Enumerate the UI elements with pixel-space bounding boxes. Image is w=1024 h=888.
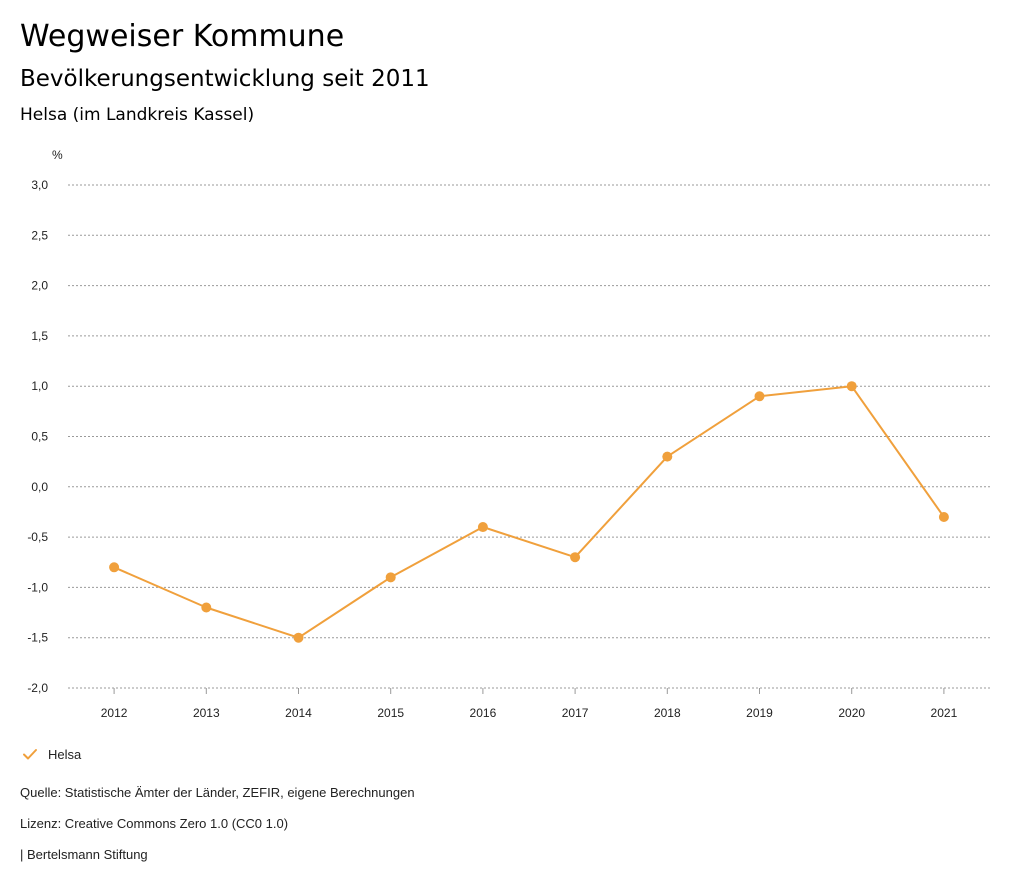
- x-tick-label: 2012: [101, 706, 128, 720]
- source-note: Quelle: Statistische Ämter der Länder, Z…: [20, 785, 415, 800]
- legend-check-icon: [23, 749, 37, 760]
- y-tick-label: -1,0: [27, 580, 48, 594]
- x-tick-label: 2019: [746, 706, 773, 720]
- y-tick-label: 0,5: [31, 430, 48, 444]
- y-tick-label: 2,0: [31, 279, 48, 293]
- data-point-2013: [201, 602, 212, 613]
- series-line-helsa: [113, 385, 945, 639]
- y-tick-label: -1,5: [27, 631, 48, 645]
- x-tick-label: 2017: [562, 706, 589, 720]
- y-tick-label: -0,5: [27, 530, 48, 544]
- data-point-2012: [109, 562, 120, 573]
- data-point-2017: [570, 552, 581, 563]
- x-tick-label: 2014: [285, 706, 312, 720]
- x-tick-label: 2021: [931, 706, 958, 720]
- data-point-2016: [477, 522, 488, 533]
- license-note: Lizenz: Creative Commons Zero 1.0 (CC0 1…: [20, 816, 289, 831]
- y-tick-label: 2,5: [31, 228, 48, 242]
- x-tick-label: 2015: [377, 706, 404, 720]
- legend[interactable]: Helsa: [22, 744, 81, 764]
- chart-title: Wegweiser Kommune: [20, 19, 345, 54]
- legend-label-helsa: Helsa: [48, 746, 82, 762]
- region-label: Helsa (im Landkreis Kassel): [20, 105, 255, 125]
- x-tick-label: 2018: [654, 706, 681, 720]
- data-point-2019: [754, 391, 765, 402]
- line-chart: % 3,0 2,5 2,0 1,5 1,0 0,5 0,0 -0,5 -1,0 -1,5 -2,0 20…: [27, 148, 990, 720]
- data-point-2018: [662, 451, 673, 462]
- publisher-note: | Bertelsmann Stiftung: [20, 847, 148, 862]
- x-tick-label: 2020: [838, 706, 865, 720]
- data-point-2015: [385, 572, 396, 583]
- y-tick-label: -2,0: [27, 681, 48, 695]
- x-tick-label: 2016: [470, 706, 497, 720]
- data-point-2021: [938, 511, 949, 522]
- y-tick-label: 0,0: [31, 480, 48, 494]
- data-point-2020: [846, 381, 857, 392]
- y-tick-label: 3,0: [31, 178, 48, 192]
- y-tick-label: 1,0: [31, 379, 48, 393]
- y-tick-label: 1,5: [31, 329, 48, 343]
- chart-subtitle: Bevölkerungsentwicklung seit 2011: [20, 66, 430, 92]
- x-tick-label: 2013: [193, 706, 220, 720]
- data-point-2014: [293, 632, 304, 643]
- y-axis-unit-label: %: [52, 148, 63, 162]
